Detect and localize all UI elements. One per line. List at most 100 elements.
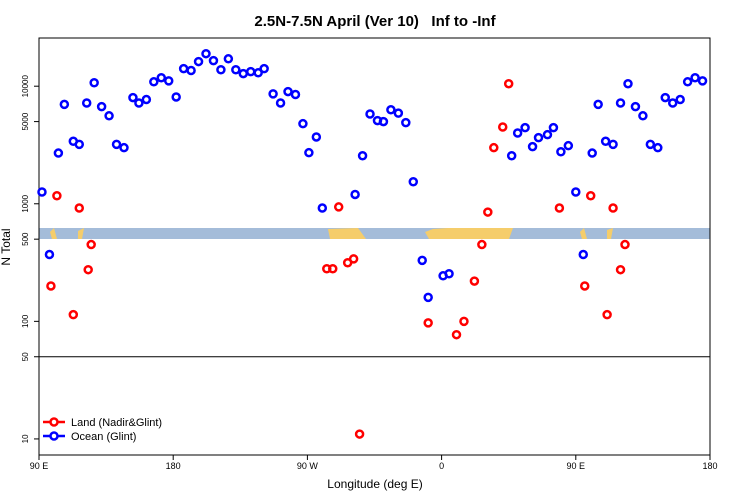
- point: [201, 48, 211, 59]
- x-tick-label: 180: [702, 461, 717, 471]
- point: [193, 56, 204, 67]
- point: [520, 122, 530, 133]
- point: [585, 191, 596, 201]
- point: [578, 249, 589, 260]
- point: [608, 203, 618, 213]
- point: [645, 139, 656, 150]
- point: [104, 111, 114, 121]
- point: [378, 116, 389, 127]
- point: [290, 89, 301, 100]
- point: [542, 129, 553, 140]
- point: [74, 139, 85, 150]
- map-strip: [39, 228, 710, 239]
- point: [119, 142, 129, 153]
- x-tick-label: 90 W: [297, 461, 319, 471]
- point: [653, 142, 663, 153]
- point: [630, 101, 641, 112]
- y-tick-label: 5000: [21, 112, 30, 130]
- point: [682, 77, 693, 87]
- point: [268, 89, 278, 99]
- point: [444, 269, 454, 279]
- point: [459, 316, 469, 327]
- point: [354, 429, 365, 439]
- point: [393, 108, 404, 118]
- y-tick-label: 100: [21, 314, 30, 328]
- point: [615, 264, 626, 275]
- point: [571, 187, 581, 197]
- y-tick-label: 50: [21, 352, 30, 361]
- x-tick-label: 0: [439, 461, 444, 471]
- point: [52, 191, 62, 201]
- point: [46, 281, 56, 291]
- point: [163, 76, 174, 86]
- y-tick-label: 10: [21, 434, 30, 443]
- point: [423, 318, 433, 328]
- point: [304, 147, 314, 158]
- point: [178, 63, 189, 74]
- point: [620, 239, 630, 250]
- legend-marker: [49, 431, 59, 441]
- point: [348, 254, 359, 264]
- point: [469, 276, 480, 286]
- point: [512, 128, 523, 138]
- point: [134, 98, 144, 108]
- point: [44, 249, 55, 260]
- point: [554, 203, 565, 213]
- point: [579, 281, 590, 291]
- point: [417, 255, 427, 266]
- point: [128, 92, 138, 103]
- point: [489, 142, 499, 153]
- point: [245, 66, 256, 77]
- point: [37, 187, 47, 197]
- y-tick-label: 1000: [21, 194, 30, 212]
- point: [615, 98, 626, 108]
- point: [68, 309, 79, 320]
- point: [259, 63, 269, 74]
- point: [697, 76, 708, 86]
- x-tick-label: 180: [166, 461, 181, 471]
- point: [675, 94, 685, 105]
- point: [156, 72, 167, 83]
- point: [533, 132, 544, 143]
- point: [59, 99, 70, 110]
- point: [365, 109, 375, 119]
- point: [690, 72, 700, 83]
- point: [327, 264, 338, 274]
- point: [483, 207, 493, 217]
- point: [563, 140, 574, 151]
- point: [298, 118, 308, 129]
- point: [83, 264, 93, 275]
- point: [357, 151, 368, 161]
- point: [527, 141, 538, 152]
- point: [660, 92, 671, 103]
- point: [423, 292, 433, 303]
- point: [623, 78, 633, 89]
- point: [74, 203, 85, 213]
- x-axis-label: Longitude (deg E): [327, 477, 422, 491]
- point: [477, 239, 487, 250]
- point: [111, 139, 122, 150]
- point: [608, 139, 618, 150]
- point: [317, 203, 328, 213]
- point: [333, 202, 344, 212]
- y-tick-label: 500: [21, 232, 30, 246]
- point: [208, 55, 219, 66]
- y-tick-label: 10000: [21, 75, 30, 98]
- legend-marker: [49, 417, 59, 427]
- point: [283, 86, 293, 97]
- point: [171, 92, 181, 102]
- point: [386, 105, 396, 115]
- point: [253, 68, 263, 78]
- plot-frame: [38, 37, 711, 456]
- point: [186, 65, 196, 76]
- point: [275, 98, 286, 108]
- point: [667, 98, 678, 108]
- point: [602, 309, 612, 320]
- point: [311, 132, 322, 142]
- point: [149, 77, 159, 87]
- point: [96, 101, 107, 112]
- point: [556, 147, 566, 157]
- point: [638, 111, 648, 121]
